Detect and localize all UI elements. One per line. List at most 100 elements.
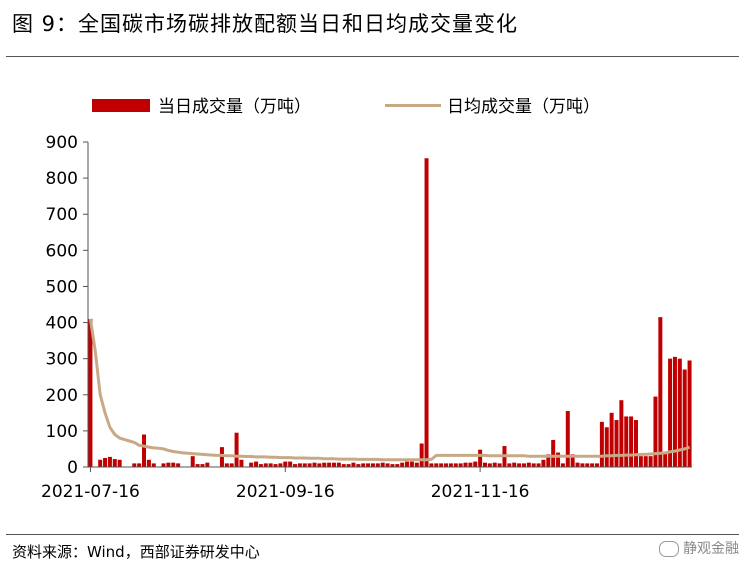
volume-bar (229, 463, 234, 467)
volume-bar (351, 462, 356, 467)
x-tick-label: 2021-09-16 (236, 482, 335, 502)
volume-bar (575, 462, 580, 467)
volume-bar (205, 462, 210, 467)
volume-bar (302, 463, 307, 467)
volume-bar (663, 452, 668, 467)
volume-bar (200, 464, 205, 467)
source-rule (6, 534, 739, 535)
volume-bar (546, 454, 551, 467)
volume-bar (487, 463, 492, 467)
volume-bar (234, 432, 239, 467)
volume-bar (585, 463, 590, 467)
volume-bar (409, 461, 414, 467)
volume-bar (580, 463, 585, 467)
wechat-icon (659, 541, 679, 557)
volume-bar (137, 463, 142, 467)
volume-bar (687, 360, 692, 467)
volume-bar (444, 463, 449, 467)
figure-title: 图 9：全国碳市场碳排放配额当日和日均成交量变化 (12, 12, 519, 36)
volume-bar (599, 421, 604, 467)
volume-bar (293, 464, 298, 467)
volume-bar (151, 463, 156, 467)
y-tick-label: 200 (46, 386, 78, 406)
volume-bar (107, 456, 112, 467)
volume-bar (146, 459, 151, 467)
volume-bar (390, 464, 395, 467)
volume-bar (132, 463, 137, 467)
volume-bar (400, 462, 405, 467)
legend-line-swatch (385, 104, 441, 107)
bar-line-chart: 0 100 200 300 400 500 600 700 800 900 2021-07-16 20… (41, 133, 692, 502)
volume-bar (619, 400, 624, 467)
y-tick-label: 300 (46, 350, 78, 370)
volume-bar (331, 462, 336, 467)
volume-bar (517, 463, 522, 467)
volume-bar (595, 463, 600, 467)
volume-bar (278, 463, 283, 467)
volume-bar (556, 452, 561, 467)
volume-bar (609, 412, 614, 467)
volume-bar (424, 158, 429, 467)
volume-bar (283, 461, 288, 467)
volume-bar (653, 396, 658, 467)
volume-bar (268, 463, 273, 467)
volume-bar (103, 457, 108, 467)
volume-bar (166, 462, 171, 467)
volume-bar (98, 459, 103, 467)
y-tick-label: 100 (46, 422, 78, 442)
volume-bar (171, 462, 176, 467)
volume-bar (458, 463, 463, 467)
volume-bar (478, 449, 483, 467)
y-tick-label: 700 (46, 205, 78, 225)
volume-bar (385, 463, 390, 467)
volume-bar (341, 464, 346, 467)
volume-bar (142, 434, 147, 467)
volume-bar (497, 463, 502, 467)
volume-bar (638, 456, 643, 467)
volume-bar (176, 463, 181, 467)
volume-bar (370, 463, 375, 467)
volume-bar (648, 456, 653, 467)
volume-bar (677, 358, 682, 467)
volume-bar (375, 463, 380, 467)
volume-bar (453, 463, 458, 467)
volume-bar (219, 447, 224, 467)
volume-bar (336, 462, 341, 467)
volume-bar (273, 464, 278, 467)
volume-bar (512, 462, 517, 467)
volume-bar (195, 464, 200, 467)
volume-bar (239, 459, 244, 467)
y-tick-label: 600 (46, 241, 78, 261)
volume-bar (327, 462, 332, 467)
y-tick-label: 800 (46, 169, 78, 189)
volume-bar (254, 461, 259, 467)
volume-bar (658, 317, 663, 467)
volume-bar (434, 463, 439, 467)
volume-bar (88, 318, 93, 467)
volume-bar (346, 464, 351, 467)
volume-bar (224, 463, 229, 467)
volume-bar (395, 464, 400, 467)
volume-bar (439, 463, 444, 467)
volume-bar (590, 463, 595, 467)
volume-bar (312, 462, 317, 467)
volume-bar (463, 462, 468, 467)
volume-bar (633, 420, 638, 467)
volume-bar (526, 462, 531, 467)
volume-bar (322, 462, 327, 467)
volume-bar (614, 420, 619, 467)
average-line (88, 318, 691, 462)
volume-bar (531, 463, 536, 467)
volume-bar (672, 356, 677, 467)
volume-bar (492, 462, 497, 467)
volume-bar (258, 464, 263, 467)
volume-bar (419, 443, 424, 467)
volume-bar (629, 416, 634, 467)
volume-bar (361, 463, 366, 467)
volume-bar (468, 462, 473, 467)
volume-bar (161, 463, 166, 467)
volume-bar (682, 369, 687, 467)
volume-bar (565, 411, 570, 467)
volume-bar (297, 463, 302, 467)
title-rule (6, 56, 739, 57)
